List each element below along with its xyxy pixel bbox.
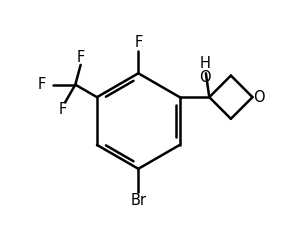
Text: F: F	[59, 102, 67, 117]
Text: H: H	[199, 56, 210, 71]
Text: F: F	[77, 50, 85, 65]
Text: Br: Br	[130, 193, 146, 208]
Text: O: O	[254, 90, 265, 105]
Text: F: F	[38, 77, 46, 92]
Text: O: O	[199, 70, 211, 85]
Text: F: F	[134, 35, 143, 50]
